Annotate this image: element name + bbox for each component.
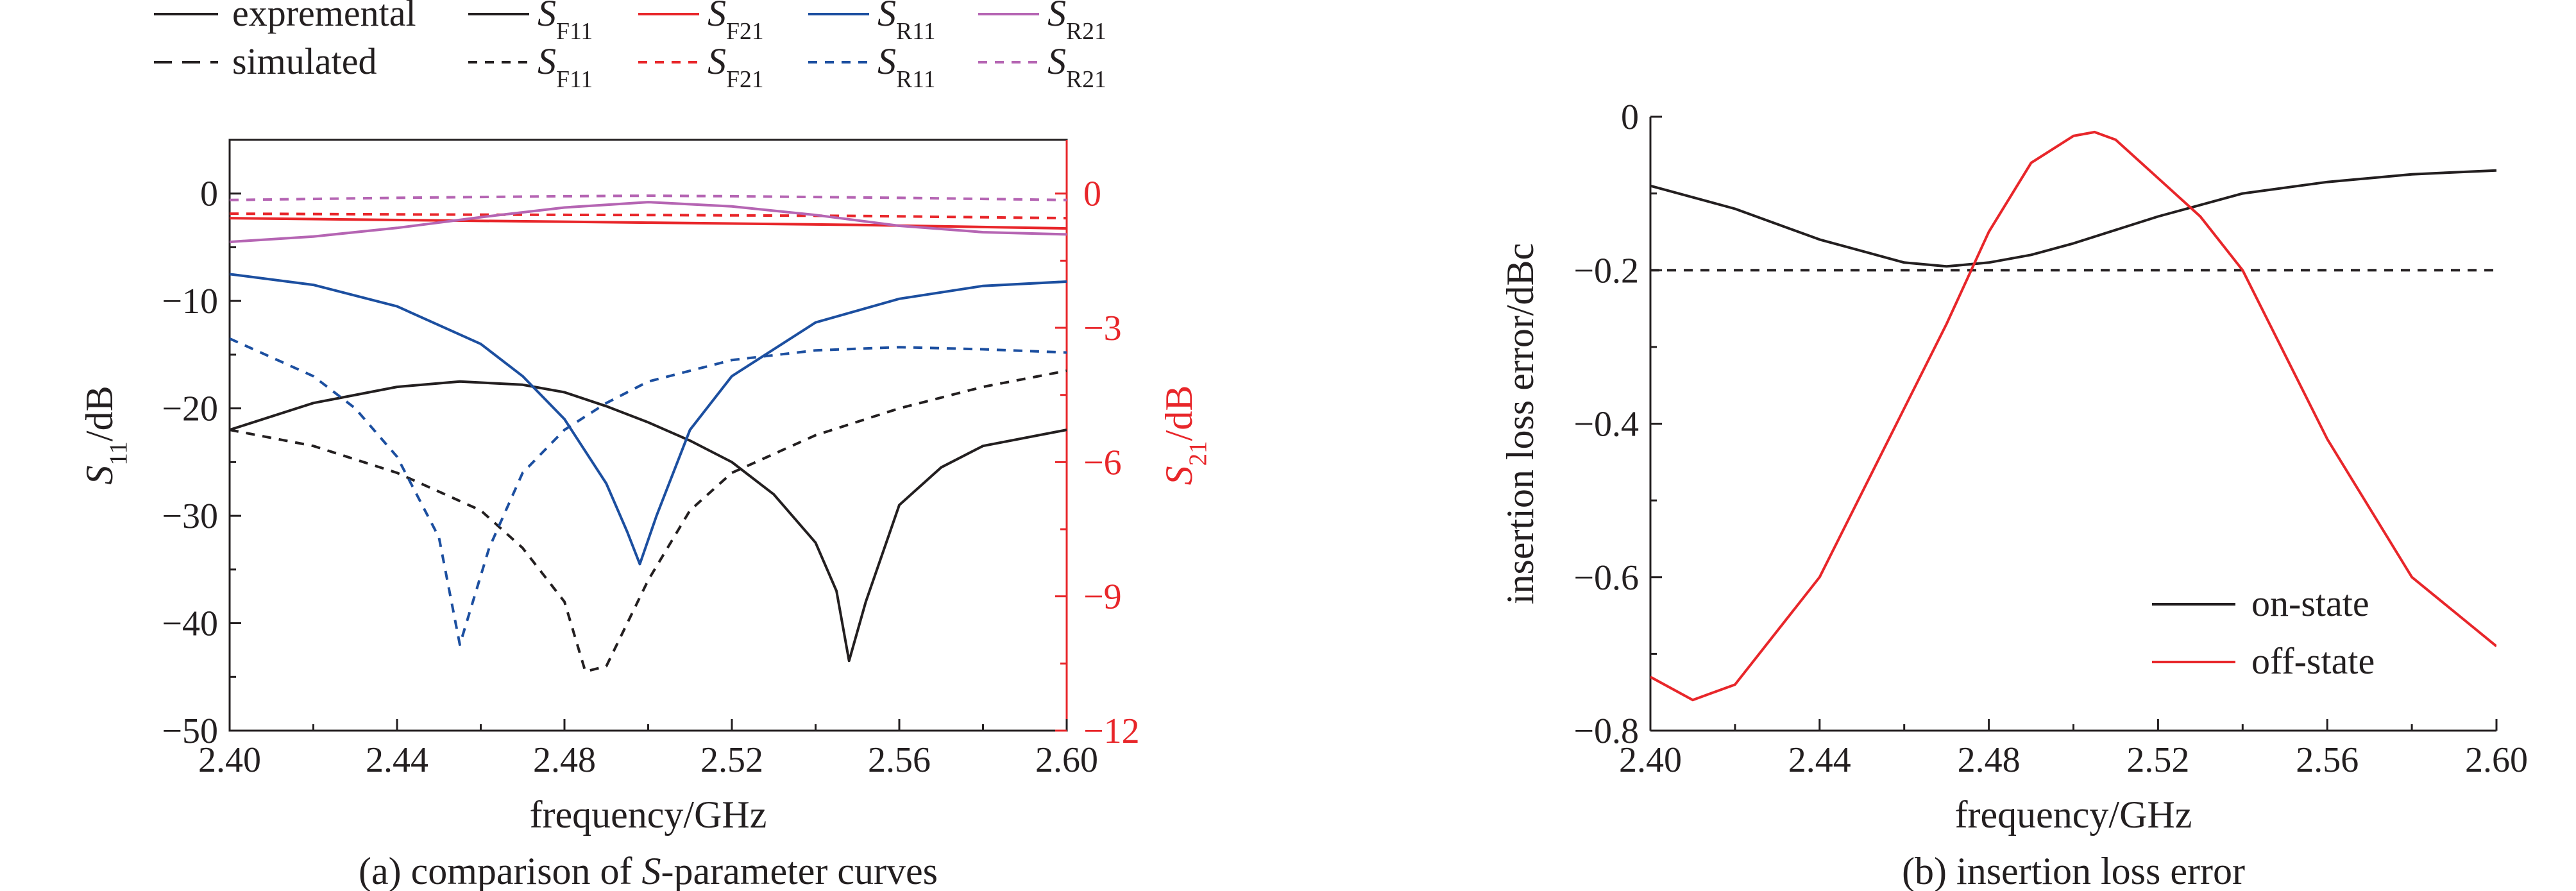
legend-label-sr11: SR11 xyxy=(877,40,935,93)
chart-b-x-tick-label: 2.60 xyxy=(2465,740,2528,780)
chart-b-legend: on-state off-state xyxy=(2152,582,2375,682)
chart-b-caption: (b) insertion loss error xyxy=(1902,850,2245,891)
chart-b-series-group xyxy=(1650,130,2496,702)
legend-label-sf21: SF21 xyxy=(708,0,764,45)
chart-a-y-tick-label: −10 xyxy=(162,282,218,321)
chart-a-x-tick-label: 2.52 xyxy=(700,740,763,780)
chart-a-y2-tick-label: −12 xyxy=(1083,711,1140,751)
series-line-off-state xyxy=(1650,130,2496,702)
chart-b-x-tick-label: 2.40 xyxy=(1619,740,1682,780)
chart-a-x-tick-label: 2.60 xyxy=(1035,740,1098,780)
series-line-sr11-simulated xyxy=(230,337,1067,646)
chart-a-series-group xyxy=(230,194,1067,673)
chart-b-y-tick-label: −0.2 xyxy=(1573,251,1639,291)
chart-a-x-tick-label: 2.44 xyxy=(366,740,428,780)
legend-label-sf21: SF21 xyxy=(708,40,764,93)
series-line-sf11-simulated xyxy=(230,369,1067,673)
legend-label-sr21: SR21 xyxy=(1047,40,1106,93)
chart-a-y2-tick-label: −6 xyxy=(1083,443,1122,482)
series-line-sf11-experimental xyxy=(230,380,1067,663)
chart-b-y-tick-label: −0.6 xyxy=(1573,558,1639,598)
chart-a-x-tick-label: 2.48 xyxy=(533,740,596,780)
chart-a-y-tick-label: −30 xyxy=(162,496,218,536)
legend-label-sr21: SR21 xyxy=(1047,0,1106,45)
chart-b-y-tick-label: −0.4 xyxy=(1573,405,1639,445)
chart-b-y-tick-label: −0.8 xyxy=(1573,711,1639,751)
chart-a-x-tick-label: 2.56 xyxy=(868,740,931,780)
chart-a-y-tick-label: −20 xyxy=(162,389,218,429)
chart-a-y2-tick-label: 0 xyxy=(1083,174,1101,214)
series-line-sf21-simulated xyxy=(230,212,1067,220)
chart-b-insertion-loss-error: 2.40 2.44 2.48 2.52 2.56 2.60 0 −0.2 −0.4 −0.6 −0.… xyxy=(1499,98,2528,891)
chart-b-x-tick-label: 2.52 xyxy=(2126,740,2189,780)
chart-a-y-axis-title: S11/dB xyxy=(78,386,132,484)
legend-label-expremental: expremental xyxy=(232,0,416,34)
chart-b-y-axis-title: insertion loss error/dBc xyxy=(1499,243,1541,604)
chart-b-x-axis-title: frequency/GHz xyxy=(1955,793,2192,836)
chart-a-s-parameters: 2.40 2.44 2.48 2.52 2.56 2.600−10−20−30−40−50… xyxy=(78,0,1212,891)
legend-label-sf11: SF11 xyxy=(538,40,593,93)
chart-a-y2-axis-title: S21/dB xyxy=(1158,386,1212,486)
legend-label-sf11: SF11 xyxy=(538,0,593,45)
chart-a-x-axis-title: frequency/GHz xyxy=(530,793,767,836)
chart-b-x-tick-label: 2.48 xyxy=(1958,740,2021,780)
chart-a-caption: (a) comparison of S-parameter curves xyxy=(359,850,938,891)
chart-a-y-tick-label: −50 xyxy=(162,711,218,751)
chart-a-y2-tick-label: −9 xyxy=(1083,577,1122,617)
series-line-sr21-simulated xyxy=(230,194,1067,201)
series-line-sr11-experimental xyxy=(230,273,1067,566)
chart-b-x-tick-label: 2.44 xyxy=(1788,740,1851,780)
chart-b-y-tick-label: 0 xyxy=(1621,98,1639,137)
legend-label-sr11: SR11 xyxy=(877,0,935,45)
legend-label-on-state: on-state xyxy=(2251,582,2369,624)
chart-a-y2-tick-label: −3 xyxy=(1083,309,1122,348)
chart-a-y-tick-label: −40 xyxy=(162,604,218,644)
series-line-on-state xyxy=(1650,169,2496,268)
series-line-sf21-experimental xyxy=(230,217,1067,230)
legend-label-off-state: off-state xyxy=(2251,640,2375,682)
chart-a-y-tick-label: 0 xyxy=(200,174,218,214)
series-line-sr21-experimental xyxy=(230,201,1067,244)
chart-b-x-tick-label: 2.56 xyxy=(2296,740,2359,780)
chart-a-x-tick-label: 2.40 xyxy=(198,740,261,780)
legend-label-simulated: simulated xyxy=(232,40,377,82)
